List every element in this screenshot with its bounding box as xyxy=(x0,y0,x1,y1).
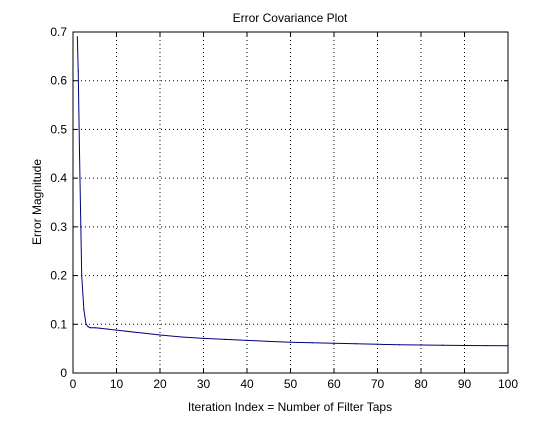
data-point xyxy=(76,36,78,38)
data-point xyxy=(142,332,144,334)
data-point xyxy=(202,337,205,340)
data-point xyxy=(87,326,89,328)
data-point xyxy=(124,330,126,332)
y-tick-label: 0.3 xyxy=(50,220,67,234)
series-layer xyxy=(76,36,509,347)
data-point xyxy=(442,344,444,346)
x-tick-label: 0 xyxy=(70,377,77,391)
chart-title: Error Covariance Plot xyxy=(233,11,348,25)
y-tick-label: 0.1 xyxy=(50,317,67,331)
data-point xyxy=(80,226,82,228)
data-point xyxy=(355,343,357,345)
data-point xyxy=(98,327,100,329)
data-point xyxy=(83,309,85,311)
x-tick-label: 100 xyxy=(498,377,518,391)
x-tick-label: 60 xyxy=(327,377,341,391)
plot-area xyxy=(72,31,509,374)
data-point xyxy=(398,344,400,346)
y-tick-label: 0 xyxy=(60,366,67,380)
data-point xyxy=(78,153,81,155)
y-tick-label: 0.6 xyxy=(50,74,67,88)
data-point xyxy=(115,329,118,331)
x-tick-label: 10 xyxy=(110,377,124,391)
data-point xyxy=(420,344,422,346)
data-point xyxy=(85,323,87,325)
data-point xyxy=(77,70,79,72)
data-point xyxy=(376,343,379,345)
x-tick-label: 30 xyxy=(197,377,211,391)
plot-border xyxy=(72,31,509,374)
y-tick-label: 0.5 xyxy=(50,122,67,136)
data-point xyxy=(485,345,487,347)
data-point xyxy=(463,344,466,347)
x-tick-label: 20 xyxy=(153,377,167,391)
data-point xyxy=(89,327,91,329)
y-tick-label: 0.7 xyxy=(50,25,67,39)
y-axis-title: Error Magnitude xyxy=(30,159,44,245)
data-point xyxy=(268,340,270,342)
x-tick-label: 50 xyxy=(284,377,298,391)
data-point xyxy=(159,334,161,336)
y-tick-label: 0.4 xyxy=(50,171,67,185)
data-point xyxy=(289,341,292,343)
data-point xyxy=(311,342,313,344)
y-tick-label: 0.2 xyxy=(50,269,67,283)
x-tick-label: 90 xyxy=(458,377,472,391)
x-tick-label: 80 xyxy=(414,377,428,391)
x-tick-label: 70 xyxy=(371,377,385,391)
data-point xyxy=(181,336,183,338)
x-axis-title: Iteration Index = Number of Filter Taps xyxy=(188,400,392,414)
data-point xyxy=(133,331,135,333)
x-tick-label: 40 xyxy=(240,377,254,391)
data-point xyxy=(107,328,109,330)
ticks-layer: 0 10 20 30 40 50 60 70 80 90 100 0 0.1 0.2 0.3 0.4 0.5 0.… xyxy=(50,25,518,391)
data-point xyxy=(81,274,83,277)
data-point xyxy=(224,338,226,340)
data-point xyxy=(94,327,96,329)
data-point xyxy=(333,342,335,344)
data-point xyxy=(246,339,248,341)
grid-layer xyxy=(73,32,508,373)
